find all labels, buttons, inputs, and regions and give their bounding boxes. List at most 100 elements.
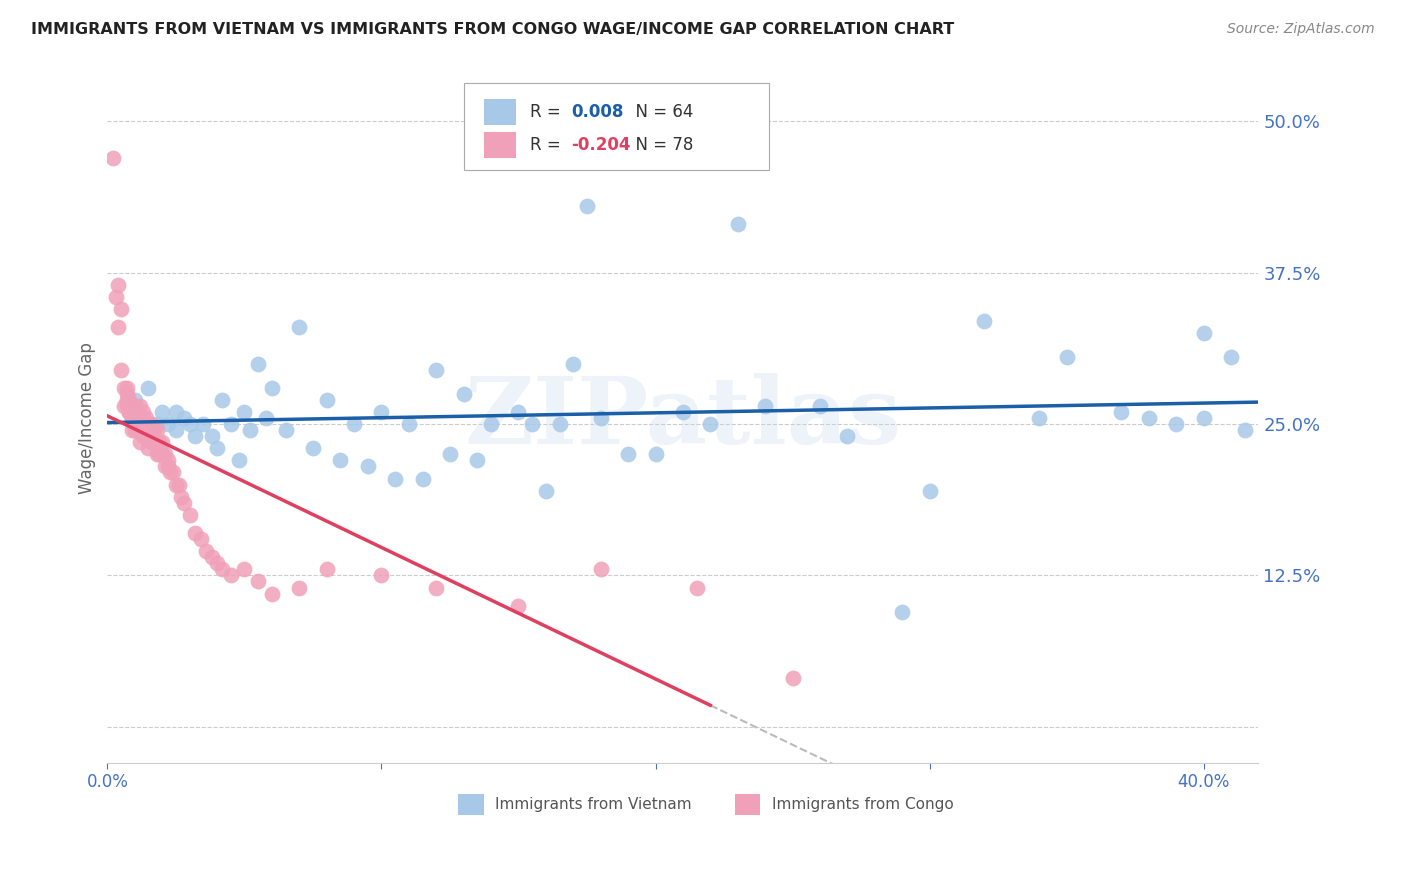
Point <box>184 526 207 541</box>
Text: N = 78: N = 78 <box>626 136 693 153</box>
Point <box>412 471 434 485</box>
Point <box>329 453 352 467</box>
Point <box>150 447 173 461</box>
Point <box>165 423 187 437</box>
Point <box>156 417 179 431</box>
Point <box>145 447 167 461</box>
Point <box>129 411 152 425</box>
Point <box>141 435 163 450</box>
Point <box>112 381 135 395</box>
Point <box>124 411 146 425</box>
Point <box>973 314 995 328</box>
Point <box>782 671 804 685</box>
Point <box>211 392 233 407</box>
Point <box>343 417 366 431</box>
Bar <box>735 794 761 814</box>
Point <box>104 290 127 304</box>
Point <box>129 435 152 450</box>
Point <box>1220 351 1243 365</box>
Point <box>173 411 195 425</box>
Point <box>617 447 640 461</box>
Point <box>808 399 831 413</box>
Point <box>425 581 447 595</box>
Point <box>1028 411 1050 425</box>
Point <box>118 405 141 419</box>
Text: R =: R = <box>530 136 565 153</box>
Point <box>124 392 146 407</box>
Point <box>132 405 155 419</box>
Point <box>562 357 585 371</box>
Point <box>1192 326 1215 341</box>
Point <box>124 423 146 437</box>
Point <box>195 544 218 558</box>
Point <box>141 417 163 431</box>
Point <box>118 392 141 407</box>
Point <box>589 411 612 425</box>
Point <box>1192 411 1215 425</box>
Point <box>254 411 277 425</box>
Point <box>1111 405 1133 419</box>
Point <box>479 417 502 431</box>
Point <box>315 392 337 407</box>
Point <box>150 405 173 419</box>
Point <box>145 435 167 450</box>
Point <box>156 453 179 467</box>
Text: Immigrants from Vietnam: Immigrants from Vietnam <box>495 797 692 812</box>
Point <box>260 381 283 395</box>
Point <box>156 459 179 474</box>
Point <box>200 550 222 565</box>
Point <box>370 405 392 419</box>
Point <box>129 423 152 437</box>
Point <box>357 459 380 474</box>
Point <box>127 423 149 437</box>
Point <box>288 320 311 334</box>
Point <box>548 417 571 431</box>
Point <box>467 453 489 467</box>
FancyBboxPatch shape <box>464 83 769 169</box>
Point <box>425 362 447 376</box>
Point <box>138 417 160 431</box>
Point <box>115 392 138 407</box>
Point <box>190 532 212 546</box>
Point <box>167 477 190 491</box>
Point <box>135 411 157 425</box>
Point <box>165 405 187 419</box>
Point <box>370 568 392 582</box>
Point <box>575 199 598 213</box>
Point <box>508 599 530 613</box>
Point <box>260 586 283 600</box>
Point <box>184 429 207 443</box>
Point <box>121 423 143 437</box>
Point <box>121 411 143 425</box>
Point <box>247 574 270 589</box>
Text: 0.008: 0.008 <box>571 103 624 120</box>
Point <box>228 453 250 467</box>
Point <box>127 411 149 425</box>
Point <box>239 423 262 437</box>
Point <box>173 496 195 510</box>
Point <box>274 423 297 437</box>
Point <box>891 605 914 619</box>
Point <box>115 399 138 413</box>
Point <box>1166 417 1188 431</box>
Point <box>127 405 149 419</box>
Point <box>115 386 138 401</box>
Point <box>1056 351 1078 365</box>
Bar <box>458 794 484 814</box>
Point <box>672 405 695 419</box>
Point <box>179 417 201 431</box>
Bar <box>484 98 516 125</box>
Point <box>118 405 141 419</box>
Point <box>124 411 146 425</box>
Point <box>170 490 193 504</box>
Point <box>918 483 941 498</box>
Point <box>132 429 155 443</box>
Text: -0.204: -0.204 <box>571 136 631 153</box>
Point <box>143 435 166 450</box>
Point <box>153 447 176 461</box>
Point <box>135 423 157 437</box>
Point <box>107 277 129 292</box>
Point <box>205 556 228 570</box>
Point <box>1233 423 1256 437</box>
Point <box>384 471 406 485</box>
